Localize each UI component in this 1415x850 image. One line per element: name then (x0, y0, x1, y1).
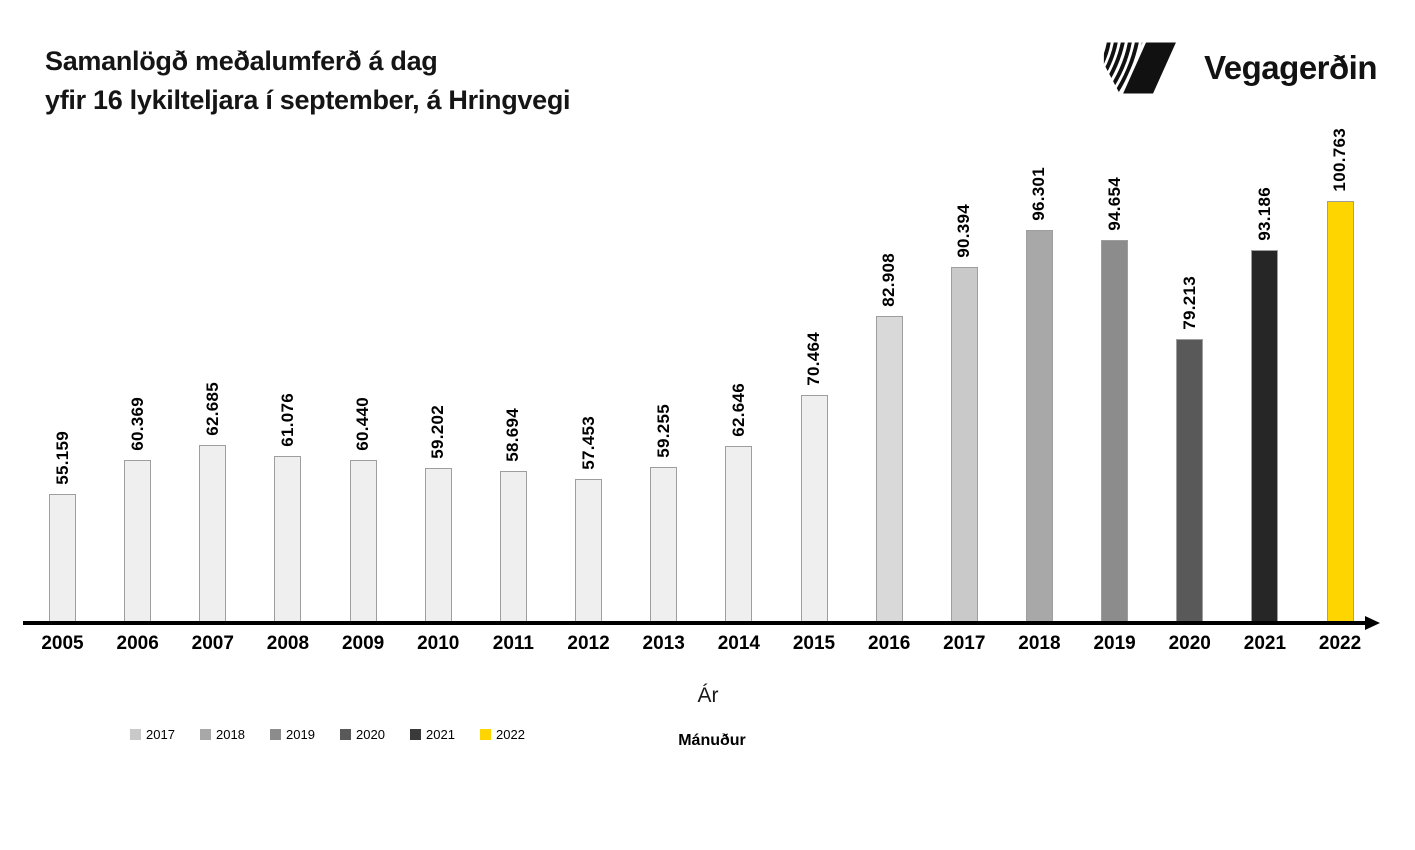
bar-2009 (349, 460, 377, 623)
x-tick-label-2018: 2018 (1018, 633, 1061, 654)
legend-item-label: 2020 (356, 727, 385, 742)
bar-2013 (650, 467, 678, 623)
bar-value-label-2008: 61.076 (277, 393, 297, 447)
x-tick-label-2011: 2011 (492, 633, 535, 654)
legend-swatch-icon (410, 729, 421, 740)
x-axis-line (23, 616, 1380, 630)
x-tick-label-2006: 2006 (116, 633, 159, 654)
bar-value-label-2022: 100.763 (1330, 128, 1350, 192)
legend-item-2020: 2020 (340, 727, 410, 742)
bar-value-label-2013: 59.255 (653, 404, 673, 458)
legend-item-2021: 2021 (410, 727, 480, 742)
bar-2015 (800, 395, 828, 623)
bar-value-label-2006: 60.369 (127, 397, 147, 451)
chart-title: Samanlögð meðalumferð á dag yfir 16 lyki… (45, 42, 571, 120)
logo-mark-icon (1103, 42, 1177, 94)
x-tick-label-2005: 2005 (41, 633, 84, 654)
x-tick-label-2013: 2013 (642, 633, 685, 654)
bar-2007 (199, 445, 227, 623)
legend-item-2018: 2018 (200, 727, 270, 742)
bar-2019 (1101, 240, 1129, 623)
bar-2021 (1251, 250, 1279, 623)
x-axis-arrow-icon (1365, 616, 1380, 630)
legend-item-label: 2017 (146, 727, 175, 742)
bar-value-label-2014: 62.646 (728, 383, 748, 437)
bar-value-label-2021: 93.186 (1254, 187, 1274, 241)
x-tick-label-2012: 2012 (567, 633, 610, 654)
legend: 2017 2018 2019 2020 2021 2022 (130, 727, 550, 742)
bar-2005 (49, 494, 76, 623)
x-axis-title: Ár (697, 684, 719, 707)
legend-item-2022: 2022 (480, 727, 550, 742)
x-tick-label-2010: 2010 (417, 633, 460, 654)
x-tick-label-2016: 2016 (868, 633, 911, 654)
x-tick-label-2015: 2015 (792, 633, 836, 654)
legend-item-label: 2019 (286, 727, 315, 742)
x-tick-label-2021: 2021 (1243, 633, 1287, 654)
bar-value-label-2012: 57.453 (578, 416, 598, 470)
bar-2022 (1326, 201, 1354, 623)
chart-title-line2: yfir 16 lykilteljara í september, á Hrin… (45, 85, 571, 115)
bar-2016 (875, 316, 903, 623)
legend-item-label: 2021 (426, 727, 455, 742)
legend-item-2017: 2017 (130, 727, 200, 742)
logo-wordmark: Vegagerðin (1204, 49, 1377, 86)
x-tick-label-2020: 2020 (1168, 633, 1211, 654)
bar-2020 (1176, 339, 1204, 623)
x-tick-label-2008: 2008 (266, 633, 310, 654)
legend-swatch-icon (130, 729, 141, 740)
bar-value-label-2009: 60.440 (353, 397, 373, 451)
bar-2006 (124, 460, 152, 623)
bar-value-label-2005: 55.159 (52, 431, 72, 485)
legend-item-2019: 2019 (270, 727, 340, 742)
plot-area: 55.159 60.369 62.685 61.076 60.440 59.202 58.6… (23, 128, 1395, 630)
x-tick-label-2022: 2022 (1318, 633, 1362, 654)
legend-item-label: 2018 (216, 727, 245, 742)
legend-swatch-icon (340, 729, 351, 740)
bar-value-label-2020: 79.213 (1179, 276, 1199, 330)
bar-value-label-2010: 59.202 (428, 405, 448, 459)
x-tick-label-2014: 2014 (717, 633, 760, 654)
bar-value-label-2011: 58.694 (503, 408, 523, 462)
bar-2011 (499, 471, 527, 623)
chart-title-line1: Samanlögð meðalumferð á dag (45, 46, 438, 76)
x-tick-label-2017: 2017 (943, 633, 986, 654)
bar-value-label-2016: 82.908 (879, 253, 899, 307)
bar-2017 (950, 267, 978, 623)
x-tick-label-2007: 2007 (191, 633, 234, 654)
x-axis-tick-labels: 2005 2006 2007 2008 2009 2010 2011 2012 2013 2014… (23, 633, 1395, 659)
bar-value-label-2018: 96.301 (1029, 167, 1049, 221)
bar-2012 (575, 479, 603, 623)
x-tick-label-2019: 2019 (1093, 633, 1136, 654)
bar-value-label-2019: 94.654 (1104, 177, 1124, 231)
legend-title: Mánuður (678, 732, 746, 749)
bar-2008 (274, 456, 302, 623)
bar-value-label-2015: 70.464 (804, 332, 823, 386)
bar-2014 (725, 446, 753, 623)
legend-item-label: 2022 (496, 727, 525, 742)
bar-value-label-2007: 62.685 (202, 382, 222, 436)
x-tick-label-2009: 2009 (341, 633, 385, 654)
bar-value-label-2017: 90.394 (954, 204, 974, 258)
bar-2010 (424, 468, 452, 623)
bar-2018 (1025, 230, 1053, 623)
legend-swatch-icon (480, 729, 491, 740)
legend-swatch-icon (270, 729, 281, 740)
vegagerdin-logo: Vegagerðin (1102, 40, 1377, 96)
legend-swatch-icon (200, 729, 211, 740)
